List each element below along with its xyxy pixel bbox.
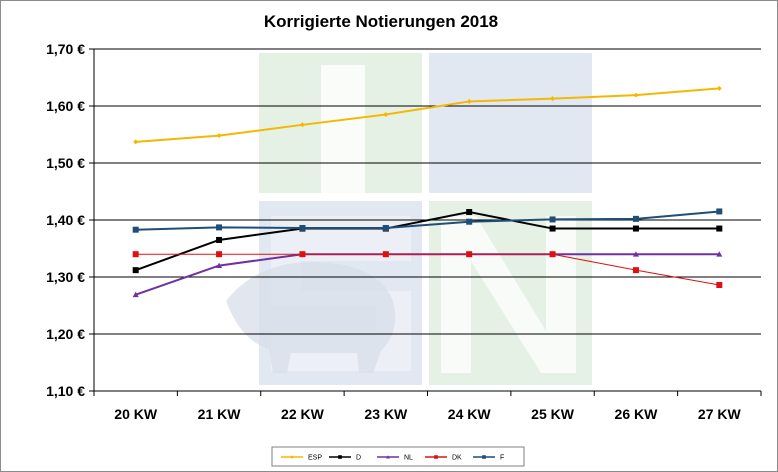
- data-point: [132, 267, 139, 274]
- legend-item-nl: NL: [377, 455, 413, 462]
- y-tick-label: 1,50 €: [46, 155, 85, 171]
- y-tick-label: 1,60 €: [46, 98, 85, 114]
- data-point: [133, 139, 139, 145]
- data-point: [549, 216, 556, 223]
- data-point: [716, 281, 723, 288]
- legend-item-esp: ESP: [281, 455, 322, 462]
- data-point: [716, 225, 723, 232]
- x-tick-label: 27 KW: [698, 406, 742, 422]
- data-point: [382, 251, 389, 258]
- data-point: [482, 455, 486, 459]
- x-tick-label: 26 KW: [615, 406, 659, 422]
- data-point: [299, 251, 306, 258]
- x-tick-label: 25 KW: [531, 406, 575, 422]
- legend-item-dk: DK: [425, 455, 462, 462]
- data-point: [632, 225, 639, 232]
- series-d: [132, 209, 723, 274]
- y-tick-label: 1,30 €: [46, 269, 85, 285]
- data-point: [716, 251, 723, 257]
- x-tick-label: 20 KW: [114, 406, 158, 422]
- data-point: [132, 291, 139, 298]
- series-line: [135, 211, 720, 272]
- y-axis-tick-labels: 1,10 € 1,20 € 1,30 € 1,40 € 1,50 € 1,60 € 1,70…: [46, 41, 85, 399]
- series-esp: [133, 85, 722, 145]
- y-tick-label: 1,10 €: [46, 383, 85, 399]
- series-line: [135, 210, 720, 231]
- data-point: [632, 215, 639, 222]
- data-point: [299, 224, 306, 231]
- x-tick-label: 21 KW: [198, 406, 242, 422]
- data-point: [716, 208, 723, 215]
- y-tick-label: 1,40 €: [46, 212, 85, 228]
- data-point: [382, 224, 389, 231]
- data-point: [132, 251, 139, 258]
- data-point: [549, 251, 556, 258]
- legend-label: DK: [452, 455, 462, 462]
- chart-title: Korrigierte Notierungen 2018: [264, 12, 498, 31]
- x-tick-label: 23 KW: [364, 406, 408, 422]
- data-point: [632, 251, 639, 257]
- data-point: [466, 251, 473, 258]
- data-point: [216, 224, 223, 231]
- series-line: [135, 253, 720, 286]
- data-point: [550, 96, 556, 102]
- data-point: [216, 262, 223, 268]
- legend: ESP D NL DK F: [271, 446, 525, 467]
- data-point: [632, 267, 639, 274]
- y-tick-label: 1,70 €: [46, 41, 85, 57]
- data-point: [716, 85, 722, 91]
- data-point: [338, 455, 342, 459]
- series-layer: [132, 85, 723, 298]
- legend-label: F: [500, 455, 504, 462]
- data-point: [216, 133, 222, 139]
- data-point: [132, 226, 139, 233]
- series-f: [132, 208, 723, 233]
- legend-label: NL: [404, 455, 413, 462]
- series-line: [135, 87, 720, 143]
- data-point: [299, 122, 305, 128]
- data-point: [466, 209, 473, 216]
- data-point: [633, 92, 639, 98]
- y-tick-label: 1,20 €: [46, 326, 85, 342]
- x-axis-tick-labels: 20 KW 21 KW 22 KW 23 KW 24 KW 25 KW 26 KW 27 KW: [114, 406, 741, 422]
- x-tick-label: 24 KW: [448, 406, 492, 422]
- data-point: [383, 112, 389, 118]
- data-point: [290, 455, 294, 459]
- series-line: [135, 253, 720, 296]
- x-tick-label: 22 KW: [281, 406, 325, 422]
- legend-label: D: [356, 455, 361, 462]
- data-point: [549, 225, 556, 232]
- legend-item-f: F: [473, 455, 504, 462]
- legend-label: ESP: [308, 455, 322, 462]
- data-point: [386, 455, 390, 459]
- series-dk: [132, 251, 723, 288]
- axes: [89, 48, 762, 396]
- legend-item-d: D: [329, 455, 361, 462]
- data-point: [216, 236, 223, 243]
- series-nl: [132, 251, 723, 298]
- data-point: [466, 218, 473, 225]
- data-point: [434, 455, 438, 459]
- data-point: [216, 251, 223, 258]
- data-point: [466, 98, 472, 104]
- isn-watermark-logo: [226, 53, 592, 385]
